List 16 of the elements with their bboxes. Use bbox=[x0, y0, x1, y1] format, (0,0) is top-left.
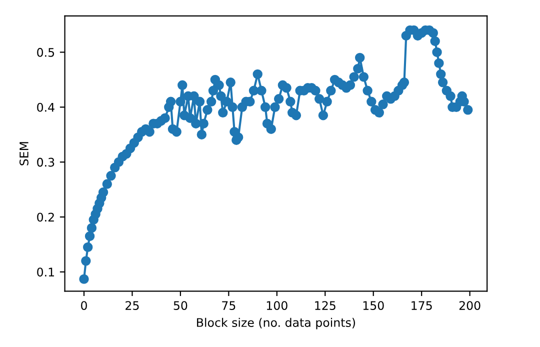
y-tick-label: 0.3 bbox=[37, 158, 54, 167]
x-tick-label: 75 bbox=[222, 301, 236, 310]
x-axis-title: Block size (no. data points) bbox=[197, 318, 355, 330]
x-tick-label: 200 bbox=[459, 301, 480, 310]
x-tick-label: 25 bbox=[126, 301, 139, 310]
x-tick-label: 150 bbox=[363, 301, 384, 310]
x-tick-label: 100 bbox=[266, 301, 288, 310]
x-tick-label: 175 bbox=[412, 301, 432, 310]
y-tick-label: 0.4 bbox=[37, 102, 54, 112]
x-tick-label: 125 bbox=[315, 301, 336, 310]
x-tick-label: 0 bbox=[81, 301, 87, 310]
x-tick-label: 50 bbox=[174, 301, 188, 310]
y-axis-title: SEM bbox=[20, 142, 28, 166]
y-tick-label: 0.1 bbox=[37, 268, 54, 277]
y-tick-label: 0.5 bbox=[37, 48, 54, 57]
y-tick-label: 0.2 bbox=[37, 212, 54, 222]
